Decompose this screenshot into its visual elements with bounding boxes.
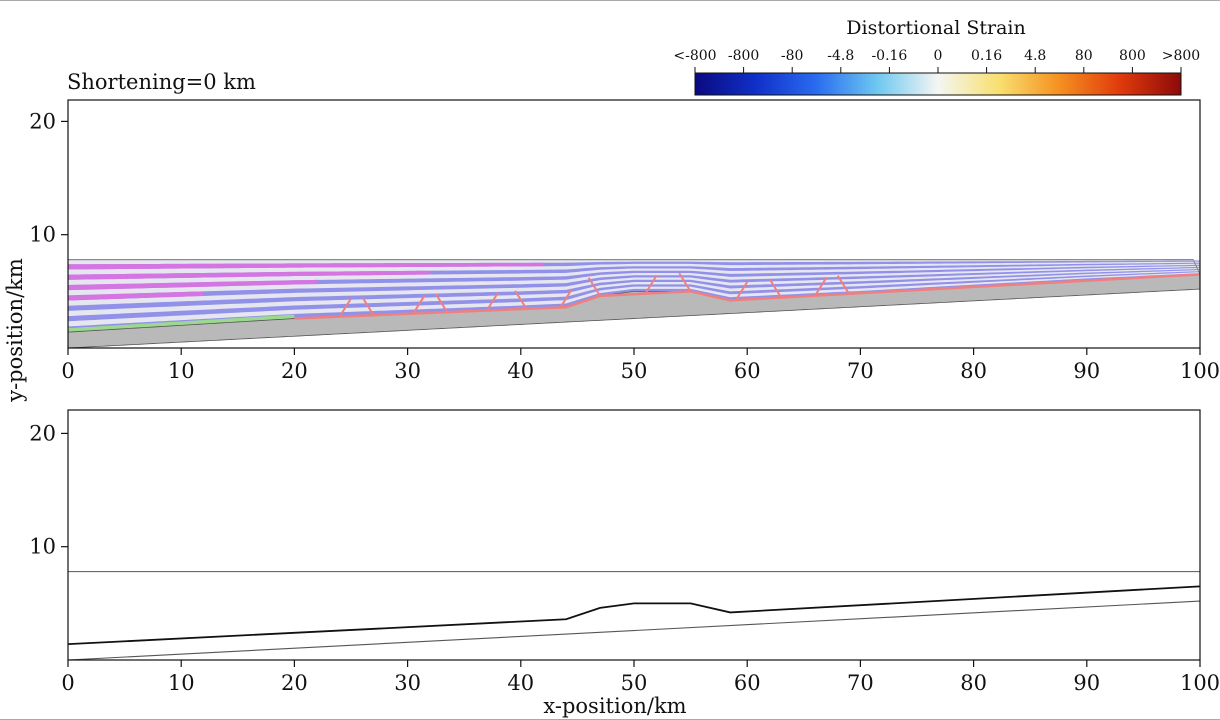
colorbar-tick-label: 0 [934,48,943,64]
fault-splay [412,294,426,315]
colorbar-title: Distortional Strain [846,17,1025,39]
colorbar: Distortional Strain <-800 -800 -80 -4.8 -0.1… [673,17,1200,96]
fault-splay [836,275,850,295]
strata-band [68,262,1200,280]
x-tick-label: 50 [621,359,648,383]
strain-panel: 0 10 20 30 40 50 60 70 80 90 100 10 20 [29,99,1220,383]
strained-band [68,262,544,270]
fault-splay [644,274,658,295]
fault-splay [361,296,375,316]
base-line [68,600,1200,660]
colorbar-bar [694,72,1182,96]
x-tick-label: 60 [734,671,761,695]
fault-splay [435,293,449,313]
colorbar-tick-label: >800 [1162,48,1200,64]
fault-splay [559,288,573,308]
x-tick-label: 40 [507,671,534,695]
x-tick-label: 10 [168,671,195,695]
strata-band [68,268,1200,311]
x-tick-label: 30 [394,671,421,695]
strain-panel-axes: 0 10 20 30 40 50 60 70 80 90 100 10 20 [29,109,1220,383]
x-tick-label: 30 [394,359,421,383]
colorbar-tick-label: 80 [1075,48,1093,64]
fault-splay [338,297,352,318]
x-tick-label: 80 [960,671,987,695]
x-tick-label: 0 [61,671,74,695]
strained-band [68,291,204,301]
fault-splay [485,291,500,312]
decollement-line [294,273,1200,320]
basal-green-band [68,314,295,333]
x-tick-label: 100 [1180,671,1220,695]
x-tick-label: 90 [1073,671,1100,695]
fault-splay [735,281,749,301]
model-layers [68,259,1200,348]
y-tick-label: 20 [29,421,56,445]
x-tick-label: 100 [1180,359,1220,383]
colorbar-ticks [694,67,1182,73]
right-boundary [1192,259,1200,275]
interface-line [68,585,1200,646]
shortening-label: Shortening=0 km [67,70,256,94]
x-tick-label: 80 [960,359,987,383]
colorbar-tick-label: 0.16 [971,48,1002,64]
x-tick-label: 20 [281,359,308,383]
fault-splay [587,277,601,297]
outline-panel: 0 10 20 30 40 50 60 70 80 90 100 10 20 [29,409,1220,695]
colorbar-tick-label: 800 [1119,48,1146,64]
y-tick-label: 20 [29,109,56,133]
y-tick-label: 10 [29,223,56,247]
fault-splay [814,277,828,297]
fault-splay [678,272,692,292]
outline-panel-axes: 0 10 20 30 40 50 60 70 80 90 100 10 20 [29,421,1220,695]
x-tick-label: 50 [621,671,648,695]
fault-splay [768,278,783,299]
colorbar-tick-label: <-800 [673,48,716,64]
colorbar-tick-labels: <-800 -800 -80 -4.8 -0.16 0 0.16 4.8 80 800 >800 [673,48,1200,64]
x-tick-label: 10 [168,359,195,383]
y-tick-label: 10 [29,535,56,559]
outline-lines [68,571,1200,660]
outline-panel-frame [67,409,1201,661]
colorbar-tick-label: -0.16 [871,48,907,64]
strata-band [68,266,1200,301]
x-tick-label: 40 [507,359,534,383]
colorbar-tick-label: -4.8 [827,48,854,64]
x-tick-label: 70 [847,671,874,695]
colorbar-tick-label: -800 [728,48,759,64]
strained-band [68,270,431,280]
x-tick-label: 90 [1073,359,1100,383]
x-tick-label: 20 [281,671,308,695]
strata-band [68,271,1200,322]
x-axis-label: x-position/km [543,694,686,718]
strata-band [68,273,1200,332]
x-tick-label: 70 [847,359,874,383]
x-tick-label: 60 [734,359,761,383]
strained-band [68,279,318,291]
strata-band [68,264,1200,291]
fault-splay [514,290,528,310]
x-tick-label: 0 [61,359,74,383]
colorbar-tick-label: 4.8 [1024,48,1046,64]
y-axis-label: y-position/km [3,258,27,403]
colorbar-tick-label: -80 [781,48,804,64]
